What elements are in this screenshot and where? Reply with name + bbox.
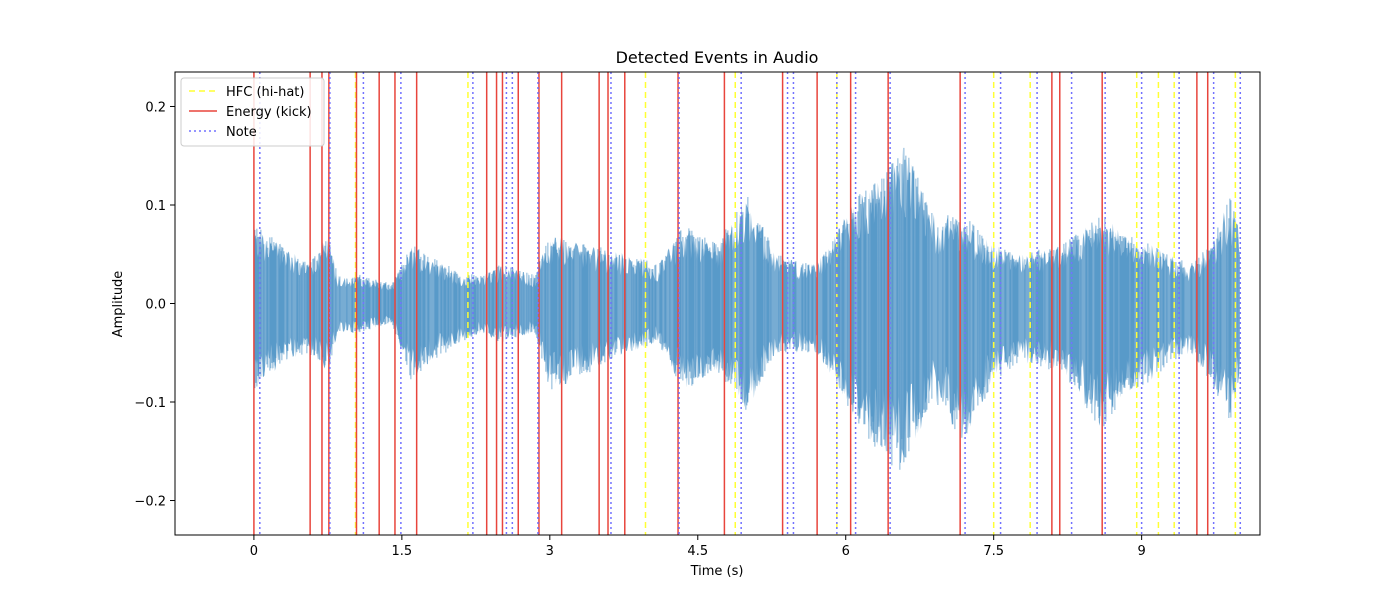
y-tick-label: −0.2 bbox=[134, 495, 166, 510]
x-tick-label: 3 bbox=[546, 544, 554, 559]
legend-label-note: Note bbox=[226, 125, 257, 140]
x-axis-label: Time (s) bbox=[690, 564, 744, 579]
x-tick-label: 4.5 bbox=[687, 544, 708, 559]
legend: HFC (hi-hat) Energy (kick) Note bbox=[181, 78, 324, 146]
legend-label-energy: Energy (kick) bbox=[226, 105, 312, 120]
x-tick-label: 0 bbox=[250, 544, 258, 559]
x-tick-label: 9 bbox=[1137, 544, 1145, 559]
y-axis-label: Amplitude bbox=[111, 271, 126, 338]
y-tick-label: 0.2 bbox=[145, 100, 166, 115]
x-tick-label: 1.5 bbox=[392, 544, 413, 559]
chart-title: Detected Events in Audio bbox=[616, 48, 819, 67]
y-tick-label: 0.1 bbox=[145, 199, 166, 214]
x-tick-label: 7.5 bbox=[983, 544, 1004, 559]
y-tick-label: −0.1 bbox=[134, 396, 166, 411]
x-tick-label: 6 bbox=[842, 544, 850, 559]
legend-label-hfc: HFC (hi-hat) bbox=[226, 85, 304, 100]
y-tick-label: 0.0 bbox=[145, 298, 166, 313]
